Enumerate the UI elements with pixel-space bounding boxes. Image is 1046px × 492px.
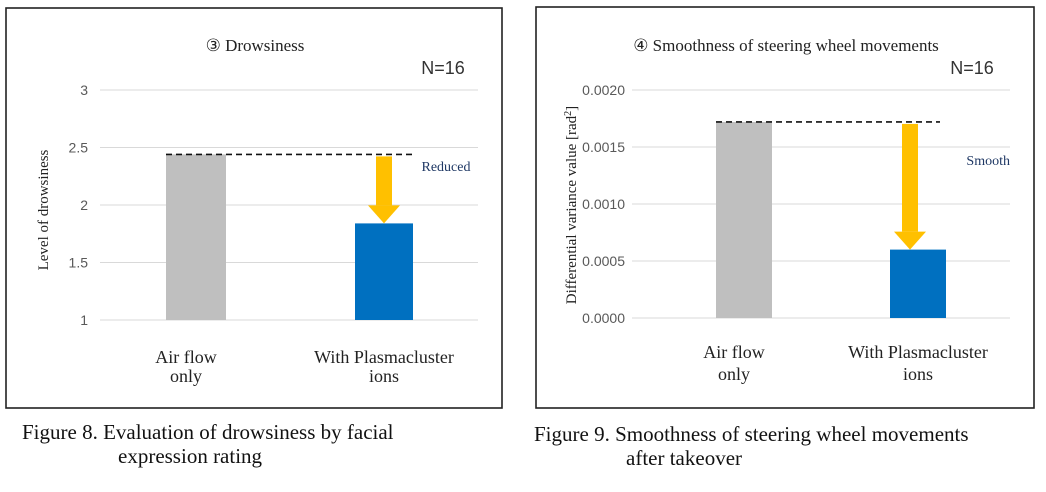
figure-9-panel: 0.0000 0.0005 0.0010 0.0015 0.0020 ④ Smoothne… xyxy=(532,0,1046,420)
figure-8-panel: 1 1.5 2 2.5 3 ③ Drowsiness N=16 Level of drowsi… xyxy=(0,0,510,420)
bar-plasmacluster xyxy=(890,249,946,318)
y-axis-label: Differential variance value [rad2] xyxy=(563,106,581,304)
arrow-shaft xyxy=(376,156,392,206)
sample-size-label: N=16 xyxy=(421,58,465,78)
y-tick-label: 2.5 xyxy=(69,140,89,156)
chart-title: ④ Smoothness of steering wheel movements xyxy=(633,36,939,55)
category-label: With Plasmacluster xyxy=(314,347,454,367)
reduction-annotation: Reduced xyxy=(422,160,471,175)
y-tick-label: 0.0010 xyxy=(582,196,625,212)
sample-size-label: N=16 xyxy=(950,58,994,78)
drowsiness-chart: 1 1.5 2 2.5 3 ③ Drowsiness N=16 Level of drowsi… xyxy=(5,7,503,409)
category-label: only xyxy=(718,364,750,384)
arrow-head xyxy=(894,231,926,250)
y-tick-label: 1.5 xyxy=(69,255,89,271)
y-tick-label: 1 xyxy=(80,312,88,328)
figure-9-caption-line2: after takeover xyxy=(626,446,743,470)
reduction-annotation: Smooth xyxy=(966,154,1010,169)
arrow-head xyxy=(368,205,400,224)
y-tick-label: 3 xyxy=(80,82,88,98)
bar-air-flow-only xyxy=(716,121,772,318)
chart-frame xyxy=(535,6,1035,409)
y-tick-label: 0.0015 xyxy=(582,139,625,155)
bar-plasmacluster xyxy=(355,223,413,320)
category-label: Air flow xyxy=(703,342,765,362)
chart-title: ③ Drowsiness xyxy=(206,36,305,55)
y-tick-label: 0.0000 xyxy=(582,310,625,326)
steering-smoothness-chart: 0.0000 0.0005 0.0010 0.0015 0.0020 ④ Smoothne… xyxy=(535,6,1035,409)
category-label: ions xyxy=(903,364,933,384)
arrow-shaft xyxy=(902,123,918,232)
category-label: ions xyxy=(369,366,399,386)
figure-8-caption: Figure 8. Evaluation of drowsiness by fa… xyxy=(22,420,492,468)
figure-9-caption: Figure 9. Smoothness of steering wheel m… xyxy=(534,422,1044,470)
chart-frame xyxy=(5,7,503,409)
figure-8-caption-line2: expression rating xyxy=(118,444,263,468)
figure-9-caption-line1: Figure 9. Smoothness of steering wheel m… xyxy=(534,422,969,446)
y-tick-label: 0.0020 xyxy=(582,82,625,98)
y-axis-label: Level of drowsiness xyxy=(36,149,52,270)
y-tick-label: 2 xyxy=(80,197,88,213)
category-label: Air flow xyxy=(155,347,217,367)
bar-air-flow-only xyxy=(166,154,226,320)
category-label: only xyxy=(170,366,202,386)
figure-8-caption-line1: Figure 8. Evaluation of drowsiness by fa… xyxy=(22,420,394,444)
category-label: With Plasmacluster xyxy=(848,342,988,362)
y-tick-label: 0.0005 xyxy=(582,253,625,269)
